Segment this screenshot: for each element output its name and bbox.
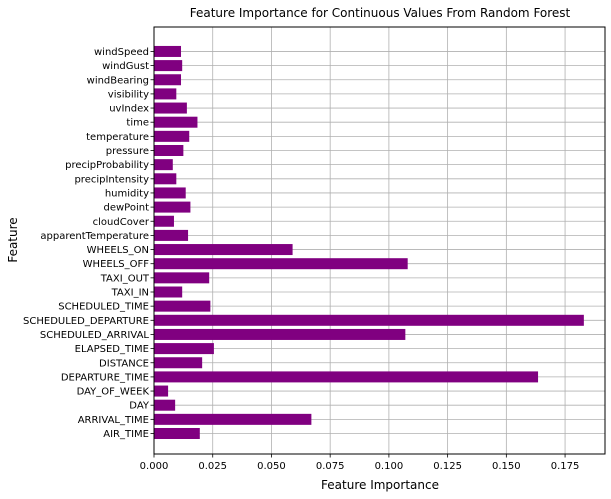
bar-pressure [154,145,184,156]
x-tick-labels: 0.000 0.025 0.050 0.075 0.100 0.125 0.150 0.175 [140,454,580,472]
y-tick-label: precipProbability [65,160,149,171]
x-tick-label: 0.050 [257,461,286,472]
gridlines [153,27,605,454]
x-axis-label: Feature Importance [321,478,439,492]
y-tick-label: uvIndex [109,104,149,115]
y-tick-label: visibility [108,89,149,100]
bar-SCHEDULED_ARRIVAL [154,328,406,340]
y-tick-labels: AIR_TIME ARRIVAL_TIME DAY DAY_OF_WEEK DEPART… [23,47,154,440]
bar-DISTANCE [154,357,203,369]
bar-WHEELS_ON [154,244,293,256]
bar-humidity [154,187,186,199]
y-tick-label: ARRIVAL_TIME [78,415,149,426]
y-tick-label: DEPARTURE_TIME [61,372,149,383]
x-tick-label: 0.125 [433,461,462,472]
y-tick-label: SCHEDULED_ARRIVAL [40,330,150,341]
plot-frame [153,26,606,455]
y-tick-label: temperature [86,132,149,143]
bar-cloudCover [154,215,174,227]
y-tick-label: DAY_OF_WEEK [77,387,150,398]
bar-time [154,116,198,128]
y-tick-label: cloudCover [93,217,150,228]
bar-AIR_TIME [154,428,200,439]
bar-SCHEDULED_DEPARTURE [154,314,584,326]
y-tick-label: AIR_TIME [103,429,149,440]
bar-windBearing [154,74,182,86]
x-tick-label: 0.175 [551,461,580,472]
y-tick-label: DAY [129,401,150,412]
y-tick-label: WHEELS_ON [87,245,149,256]
y-tick-label: SCHEDULED_DEPARTURE [23,316,149,327]
y-tick-label: DISTANCE [99,358,149,369]
bar-precipIntensity [154,173,177,185]
y-axis-label: Feature [6,217,20,262]
bar-visibility [154,88,177,100]
bar-TAXI_OUT [154,272,210,284]
bar-windGust [154,60,183,72]
y-tick-label: precipIntensity [74,174,149,185]
y-tick-label: dewPoint [103,203,149,214]
bar-WHEELS_OFF [154,258,408,270]
bar-apparentTemperature [154,229,189,241]
bars [154,45,584,439]
y-tick-label: WHEELS_OFF [83,259,150,270]
x-tick-label: 0.025 [198,461,227,472]
x-tick-label: 0.000 [140,461,169,472]
bar-DAY_OF_WEEK [154,385,169,397]
chart-title: Feature Importance for Continuous Values… [190,6,571,20]
x-tick-label: 0.150 [492,461,521,472]
y-tick-label: windBearing [87,75,149,86]
y-tick-label: TAXI_OUT [100,273,150,284]
bar-windSpeed [154,45,182,57]
x-tick-label: 0.100 [375,461,404,472]
y-tick-label: ELAPSED_TIME [75,344,149,355]
y-tick-label: apparentTemperature [40,231,149,242]
bar-ARRIVAL_TIME [154,413,312,425]
x-tick-label: 0.075 [316,461,345,472]
bar-DAY [154,399,176,411]
y-tick-label: SCHEDULED_TIME [58,302,149,313]
y-tick-label: time [126,118,149,129]
y-tick-label: windGust [102,61,149,72]
y-tick-label: pressure [106,146,149,157]
y-tick-label: TAXI_IN [111,288,149,299]
y-tick-label: windSpeed [94,47,149,58]
bar-dewPoint [154,201,191,213]
bar-precipProbability [154,159,173,171]
bar-DEPARTURE_TIME [154,371,539,383]
bar-temperature [154,130,190,142]
bar-SCHEDULED_TIME [154,300,211,312]
bar-ELAPSED_TIME [154,343,214,355]
y-tick-label: humidity [105,188,149,199]
bar-TAXI_IN [154,286,183,298]
bar-uvIndex [154,102,187,114]
